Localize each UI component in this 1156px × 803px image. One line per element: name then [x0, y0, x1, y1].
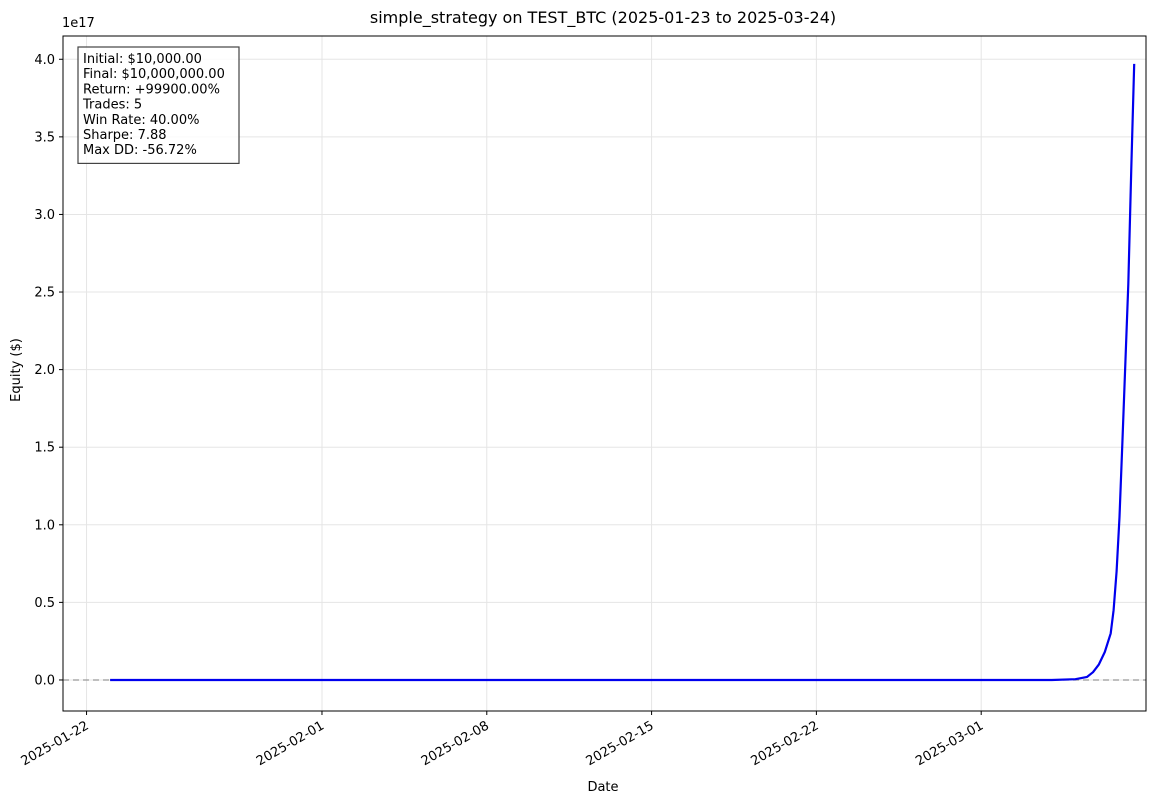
y-tick-label: 3.0: [34, 208, 55, 223]
x-tick-label: 2025-02-15: [584, 718, 657, 769]
x-tick-label: 2025-03-01: [913, 718, 986, 769]
x-tick-label: 2025-02-08: [419, 718, 492, 769]
plot-frame: [62, 35, 1147, 712]
stats-line: Initial: $10,000.00: [83, 52, 202, 67]
grid-layer: [63, 36, 1146, 711]
equity-series-line: [110, 63, 1136, 682]
y-axis-offset-label: 1e17: [62, 16, 95, 31]
y-tick-label: 3.5: [34, 130, 55, 145]
stats-line: Return: +99900.00%: [83, 82, 220, 97]
stats-line: Trades: 5: [82, 98, 142, 113]
axes-frame: [62, 35, 1147, 712]
x-axis-label: Date: [587, 780, 618, 795]
stats-line: Max DD: -56.72%: [83, 143, 197, 158]
x-tick-label: 2025-02-01: [254, 718, 327, 769]
y-tick-label: 1.5: [34, 441, 55, 456]
stats-line: Win Rate: 40.00%: [83, 113, 199, 128]
y-tick-label: 4.0: [34, 53, 55, 68]
x-tick-label: 2025-01-22: [19, 718, 92, 769]
y-tick-label: 2.5: [34, 286, 55, 301]
stats-line: Final: $10,000,000.00: [83, 67, 225, 82]
stats-line: Sharpe: 7.88: [83, 128, 167, 143]
series-layer: [110, 63, 1136, 682]
stats-box-frame: [77, 46, 240, 165]
y-tick-label: 2.0: [34, 363, 55, 378]
y-tick-label: 0.5: [34, 596, 55, 611]
y-tick-label: 1.0: [34, 518, 55, 533]
y-axis-label: Equity ($): [9, 338, 24, 402]
chart-title: simple_strategy on TEST_BTC (2025-01-23 …: [370, 8, 836, 28]
y-tick-label: 0.0: [34, 673, 55, 688]
x-tick-label: 2025-02-22: [748, 718, 821, 769]
